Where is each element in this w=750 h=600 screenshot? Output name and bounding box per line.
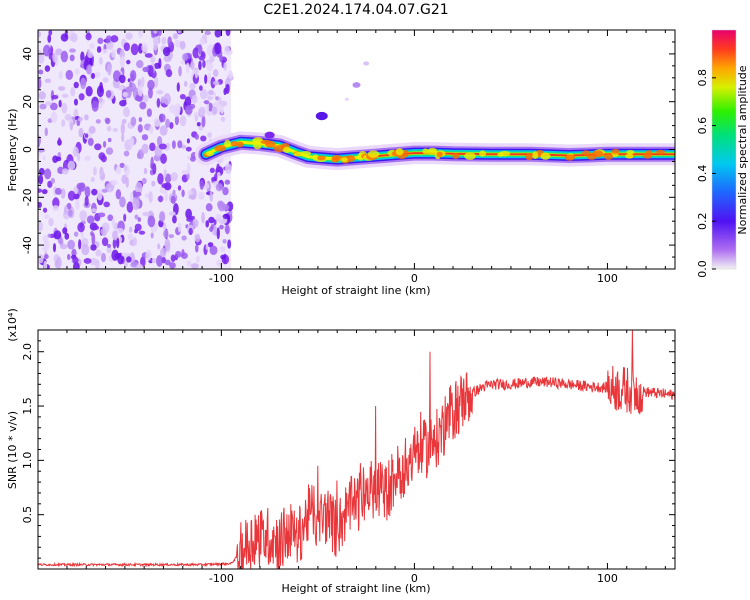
colorbar-tick-label: 0.6 <box>696 117 709 135</box>
snr-ytick-label: 1.0 <box>21 452 34 470</box>
spectrogram-ytick-label: -40 <box>21 236 34 254</box>
spectrogram-xtick-label: 0 <box>411 272 418 285</box>
colorbar-gradient <box>712 30 736 269</box>
spectrogram-ylabel: Frequency (Hz) <box>6 109 19 192</box>
snr-frame <box>37 329 676 570</box>
spectral-artifact <box>352 82 361 88</box>
colorbar-tick-label: 0.2 <box>696 212 709 230</box>
snr-xtick-label: -100 <box>209 572 234 585</box>
figure-title: C2E1.2024.174.04.07.G21 <box>263 2 448 18</box>
spectrogram-xtick-label: -100 <box>209 272 234 285</box>
spectrogram-xtick-label: 100 <box>597 272 618 285</box>
snr-ytick-label: 1.5 <box>21 397 34 415</box>
snr-ytick-label: 0.5 <box>21 506 34 524</box>
colorbar-label: Normalized spectral amplitude <box>736 65 749 234</box>
spectrogram-panel: -100 0 100 -40 -20 0 20 40 Height of straight l… <box>6 29 676 297</box>
spectral-artifact <box>315 111 328 121</box>
snr-ytick-label: 2.0 <box>21 343 34 361</box>
snr-ylabel: SNR (10 * v/v) <box>6 411 19 489</box>
spectral-artifact <box>363 61 370 66</box>
snr-panel: -100 0 100 0.5 1.0 1.5 2.0 Height of straight … <box>6 308 676 595</box>
colorbar-tick-label: 0.0 <box>696 260 709 278</box>
snr-xtick-label: 100 <box>597 572 618 585</box>
spectrogram-ytick-label: 40 <box>21 47 34 61</box>
colorbar: 0.0 0.2 0.4 0.6 0.8 Normalized spectral ampl… <box>696 29 749 278</box>
snr-xtick-label: 0 <box>411 572 418 585</box>
snr-line <box>38 330 675 569</box>
spectral-artifact <box>264 131 275 139</box>
colorbar-tick-label: 0.8 <box>696 69 709 87</box>
ridge-blobs <box>203 137 666 164</box>
spectrogram-xlabel: Height of straight line (km) <box>281 284 430 297</box>
snr-xlabel: Height of straight line (km) <box>281 582 430 595</box>
colorbar-tick-label: 0.4 <box>696 165 709 183</box>
spectral-artifact <box>344 97 349 101</box>
spectrogram-ytick-label: -20 <box>21 188 34 206</box>
spectrogram-ytick-label: 20 <box>21 95 34 109</box>
spectrogram-ytick-label: 0 <box>21 146 34 153</box>
snr-scale-label: (x10⁴) <box>6 308 19 342</box>
